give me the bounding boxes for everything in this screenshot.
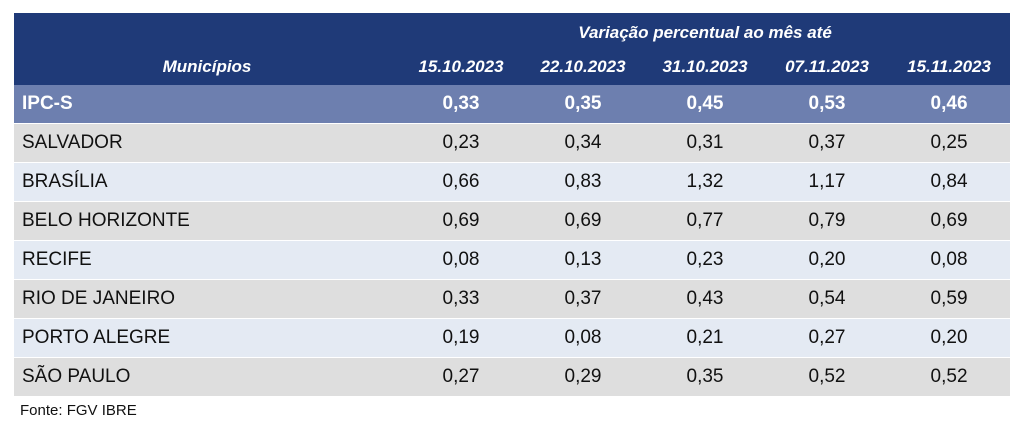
column-header-row: Municípios 15.10.2023 22.10.2023 31.10.2… (14, 49, 1011, 85)
column-header-date: 15.10.2023 (400, 49, 522, 85)
table-row: BRASÍLIA 0,66 0,83 1,32 1,17 0,84 (14, 162, 1011, 202)
row-value: 0,59 (888, 279, 1011, 319)
super-header-spacer (14, 13, 400, 49)
row-value: 0,83 (522, 162, 644, 202)
table-row: RIO DE JANEIRO 0,33 0,37 0,43 0,54 0,59 (14, 279, 1011, 319)
table-row: PORTO ALEGRE 0,19 0,08 0,21 0,27 0,20 (14, 318, 1011, 358)
super-header-text: Variação percentual ao mês até (578, 23, 832, 42)
table-row: BELO HORIZONTE 0,69 0,69 0,77 0,79 0,69 (14, 201, 1011, 241)
row-value: 0,23 (644, 240, 766, 280)
row-name: BRASÍLIA (14, 162, 400, 202)
row-value: 0,37 (522, 279, 644, 319)
table-row: SÃO PAULO 0,27 0,29 0,35 0,52 0,52 (14, 357, 1011, 396)
row-value: 0,35 (522, 85, 644, 124)
row-value: 0,52 (888, 357, 1011, 396)
row-value: 0,69 (522, 201, 644, 241)
table-row: SALVADOR 0,23 0,34 0,31 0,37 0,25 (14, 123, 1011, 163)
row-value: 0,08 (522, 318, 644, 358)
row-value: 0,29 (522, 357, 644, 396)
row-name: IPC-S (14, 85, 400, 124)
row-name: SALVADOR (14, 123, 400, 163)
row-name: SÃO PAULO (14, 357, 400, 396)
ipc-table-container: Variação percentual ao mês até Município… (14, 13, 1011, 396)
row-name: BELO HORIZONTE (14, 201, 400, 241)
row-value: 0,69 (400, 201, 522, 241)
ipc-s-highlight-row: IPC-S 0,33 0,35 0,45 0,53 0,46 (14, 85, 1011, 124)
row-name: RECIFE (14, 240, 400, 280)
super-header-row: Variação percentual ao mês até (14, 13, 1011, 49)
row-value: 0,84 (888, 162, 1011, 202)
column-header-date: 15.11.2023 (888, 49, 1011, 85)
column-header-date: 22.10.2023 (522, 49, 644, 85)
table-row: RECIFE 0,08 0,13 0,23 0,20 0,08 (14, 240, 1011, 280)
row-value: 0,31 (644, 123, 766, 163)
row-value: 0,69 (888, 201, 1011, 241)
row-value: 0,79 (766, 201, 888, 241)
row-value: 0,66 (400, 162, 522, 202)
row-value: 0,19 (400, 318, 522, 358)
row-value: 0,27 (400, 357, 522, 396)
row-value: 1,32 (644, 162, 766, 202)
column-header-date: 31.10.2023 (644, 49, 766, 85)
row-value: 0,13 (522, 240, 644, 280)
row-value: 0,77 (644, 201, 766, 241)
row-value: 0,21 (644, 318, 766, 358)
column-header-date: 07.11.2023 (766, 49, 888, 85)
row-value: 0,53 (766, 85, 888, 124)
column-header-municipios: Municípios (14, 49, 400, 85)
super-header-cell: Variação percentual ao mês até (400, 13, 1011, 49)
row-name: RIO DE JANEIRO (14, 279, 400, 319)
row-value: 0,34 (522, 123, 644, 163)
row-value: 0,27 (766, 318, 888, 358)
row-value: 0,35 (644, 357, 766, 396)
row-value: 0,33 (400, 85, 522, 124)
row-value: 1,17 (766, 162, 888, 202)
row-value: 0,23 (400, 123, 522, 163)
row-value: 0,54 (766, 279, 888, 319)
row-value: 0,08 (400, 240, 522, 280)
row-value: 0,43 (644, 279, 766, 319)
row-value: 0,25 (888, 123, 1011, 163)
source-note: Fonte: FGV IBRE (20, 402, 137, 419)
row-value: 0,46 (888, 85, 1011, 124)
row-value: 0,52 (766, 357, 888, 396)
row-value: 0,08 (888, 240, 1011, 280)
row-value: 0,20 (766, 240, 888, 280)
ipc-s-table: Variação percentual ao mês até Município… (14, 13, 1011, 396)
row-value: 0,20 (888, 318, 1011, 358)
row-value: 0,45 (644, 85, 766, 124)
row-name: PORTO ALEGRE (14, 318, 400, 358)
row-value: 0,37 (766, 123, 888, 163)
row-value: 0,33 (400, 279, 522, 319)
